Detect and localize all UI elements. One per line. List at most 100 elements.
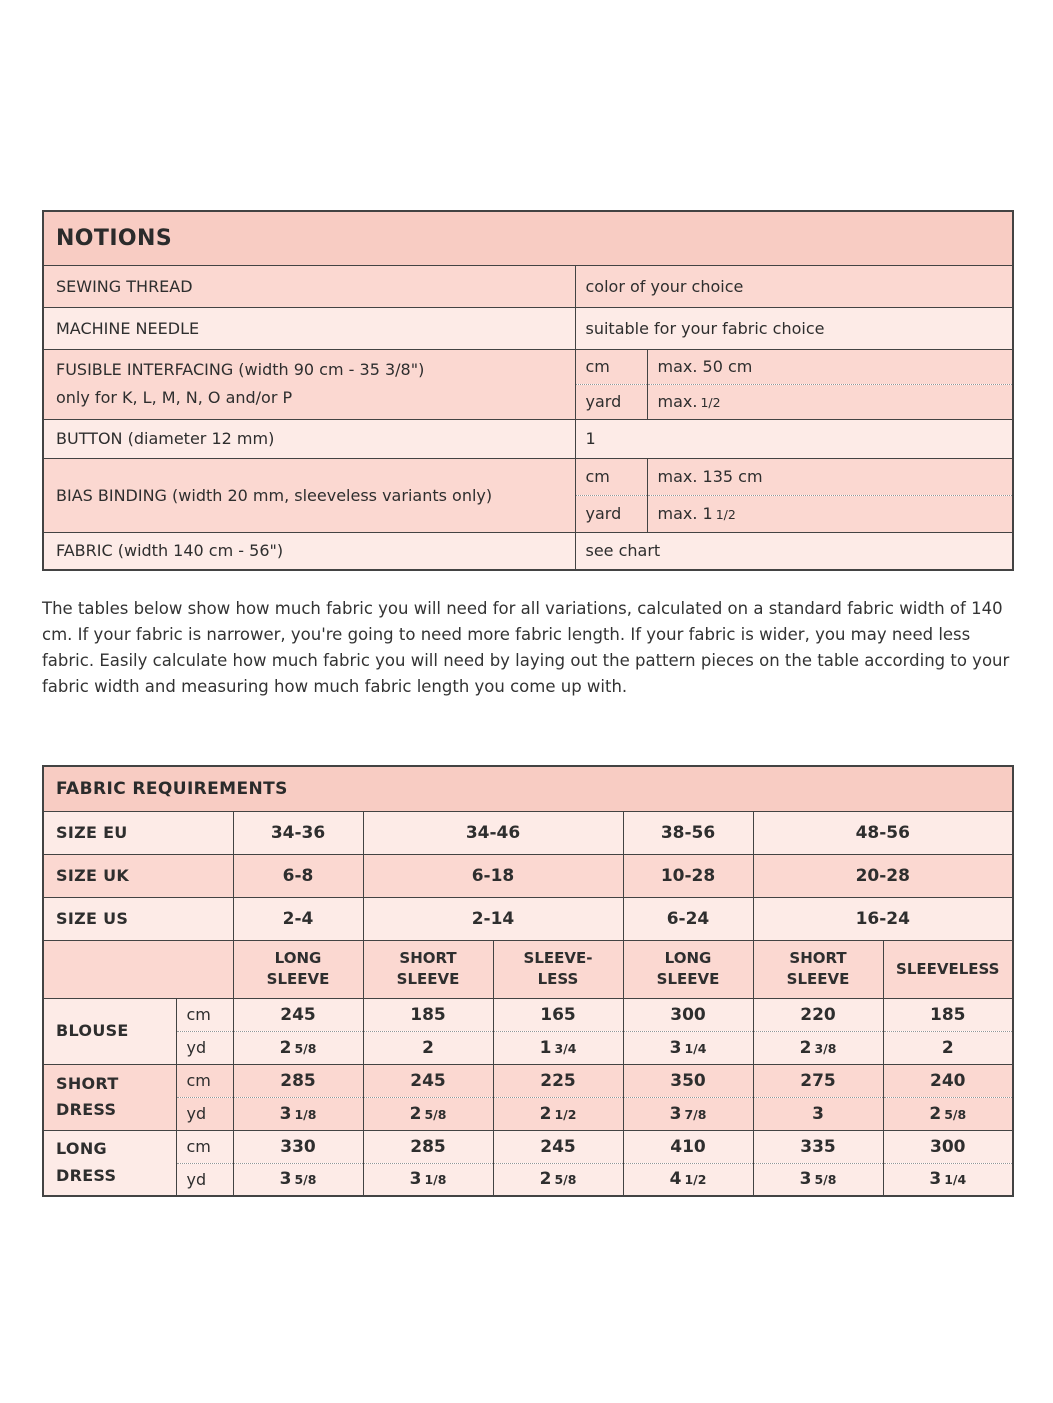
unit-cell: yard	[574, 383, 648, 420]
yd-value: 2 5/8	[492, 1162, 624, 1197]
size-row-us: SIZE US 2-4 2-14 6-24 16-24	[42, 896, 1014, 941]
notion-label: FUSIBLE INTERFACING (width 90 cm - 35 3/…	[42, 348, 576, 420]
value-fraction: 5/8	[814, 1172, 837, 1188]
size-label: SIZE US	[42, 896, 234, 941]
value-text: 2	[539, 1103, 552, 1124]
cm-value: 245	[362, 1063, 494, 1098]
variant-header-row: LONG SLEEVE SHORT SLEEVE SLEEVE- LESS LO…	[42, 939, 1014, 999]
value-fraction: 1/8	[294, 1106, 317, 1122]
cm-value: 330	[232, 1129, 364, 1164]
value-text: 2	[422, 1037, 434, 1058]
unit-cell: yd	[175, 1096, 234, 1131]
value-text: 3	[279, 1169, 292, 1190]
cm-value: 240	[882, 1063, 1014, 1098]
notion-label: BUTTON (diameter 12 mm)	[42, 418, 576, 459]
size-value: 48-56	[752, 810, 1014, 855]
size-value: 2-4	[232, 896, 364, 941]
value-text: 2	[539, 1169, 552, 1190]
value-fraction: 3/4	[554, 1040, 577, 1056]
cm-value: 350	[622, 1063, 754, 1098]
cm-value: 285	[362, 1129, 494, 1164]
intro-paragraph: The tables below show how much fabric yo…	[42, 599, 1010, 696]
yd-value: 2 1/2	[492, 1096, 624, 1131]
variant-header-spacer	[42, 939, 234, 999]
value-text: 3	[669, 1037, 682, 1058]
cm-value: 225	[492, 1063, 624, 1098]
value-fraction: 1/2	[700, 395, 721, 410]
garment-row-cm: BLOUSE cm 245 185 165 300 220 185	[42, 997, 1014, 1065]
unit-cell: cm	[175, 1129, 234, 1164]
notion-value: see chart	[574, 531, 1014, 571]
value-text: max.	[657, 392, 698, 411]
size-value: 6-8	[232, 853, 364, 898]
value-fraction: 1/8	[424, 1172, 447, 1188]
table-row: FUSIBLE INTERFACING (width 90 cm - 35 3/…	[42, 348, 1014, 420]
value-text: 2	[279, 1037, 292, 1058]
value-text: 3	[812, 1103, 824, 1124]
value-fraction: 5/8	[294, 1040, 317, 1056]
table-row: MACHINE NEEDLE suitable for your fabric …	[42, 306, 1014, 350]
unit-cell: yd	[175, 1030, 234, 1065]
garment-row-cm: LONG DRESS cm 330 285 245 410 335 300	[42, 1129, 1014, 1197]
table-row: BUTTON (diameter 12 mm) 1	[42, 418, 1014, 459]
size-value: 16-24	[752, 896, 1014, 941]
unit-cell: cm	[175, 1063, 234, 1098]
yd-value: 4 1/2	[622, 1162, 754, 1197]
variant-header: SHORT SLEEVE	[752, 939, 884, 999]
value-fraction: 3/8	[814, 1040, 837, 1056]
notion-value: 1	[574, 418, 1014, 459]
yd-value: 3 5/8	[232, 1162, 364, 1197]
unit-cell: yd	[175, 1162, 234, 1197]
cm-value: 285	[232, 1063, 364, 1098]
value-text: 3	[409, 1169, 422, 1190]
notions-table: NOTIONS SEWING THREAD color of your choi…	[42, 210, 1014, 571]
yd-value: 2 5/8	[882, 1096, 1014, 1131]
notion-label: BIAS BINDING (width 20 mm, sleeveless va…	[42, 457, 576, 533]
value-fraction: 5/8	[944, 1106, 967, 1122]
cm-value: 185	[882, 997, 1014, 1032]
value-text: 3	[669, 1103, 682, 1124]
yd-value: 3	[752, 1096, 884, 1131]
table-row: yard max. 1/2	[43, 383, 1014, 420]
unit-cell: cm	[574, 348, 648, 385]
value-fraction: 5/8	[424, 1106, 447, 1122]
size-value: 6-18	[362, 853, 624, 898]
value-fraction: 5/8	[294, 1172, 317, 1188]
yd-value: 2 3/8	[752, 1030, 884, 1065]
table-row: SEWING THREAD color of your choice	[42, 264, 1014, 308]
value-fraction: 1/4	[684, 1040, 707, 1056]
cm-value: 220	[752, 997, 884, 1032]
notion-label: SEWING THREAD	[42, 264, 576, 308]
value-text: 2	[799, 1037, 812, 1058]
notions-header-row: NOTIONS	[42, 210, 1014, 266]
cm-value: 410	[622, 1129, 754, 1164]
cm-value: 335	[752, 1129, 884, 1164]
cm-value: 165	[492, 997, 624, 1032]
size-value: 34-46	[362, 810, 624, 855]
size-label: SIZE EU	[42, 810, 234, 855]
size-row-uk: SIZE UK 6-8 6-18 10-28 20-28	[42, 853, 1014, 898]
cm-value: 245	[232, 997, 364, 1032]
unit-cell: cm	[574, 457, 648, 496]
yd-value: 2	[882, 1030, 1014, 1065]
size-row-eu: SIZE EU 34-36 34-46 38-56 48-56	[42, 810, 1014, 855]
garment-label: LONG DRESS	[42, 1129, 177, 1197]
garment-label: BLOUSE	[42, 997, 177, 1065]
value-fraction: 5/8	[554, 1172, 577, 1188]
value-text: max. 50 cm	[657, 357, 753, 376]
unit-cell: cm	[175, 997, 234, 1032]
value-fraction: 7/8	[684, 1106, 707, 1122]
value-text: max. 135 cm	[657, 467, 763, 486]
value-text: 3	[799, 1169, 812, 1190]
garment-row-yd: yd 3 1/8 2 5/8 2 1/2 3 7/8 3 2 5/8	[43, 1096, 1014, 1131]
notion-value: max. 1/2	[646, 383, 1014, 420]
cm-value: 300	[622, 997, 754, 1032]
size-value: 10-28	[622, 853, 754, 898]
fabric-requirements-title: FABRIC REQUIREMENTS	[42, 765, 1014, 812]
table-row: yard max. 1 1/2	[43, 494, 1014, 533]
value-text: 2	[941, 1037, 954, 1058]
yd-value: 3 5/8	[752, 1162, 884, 1197]
variant-header: SLEEVELESS	[882, 939, 1014, 999]
garment-row-yd: yd 3 5/8 3 1/8 2 5/8 4 1/2 3 5/8 3 1/4	[43, 1162, 1014, 1197]
